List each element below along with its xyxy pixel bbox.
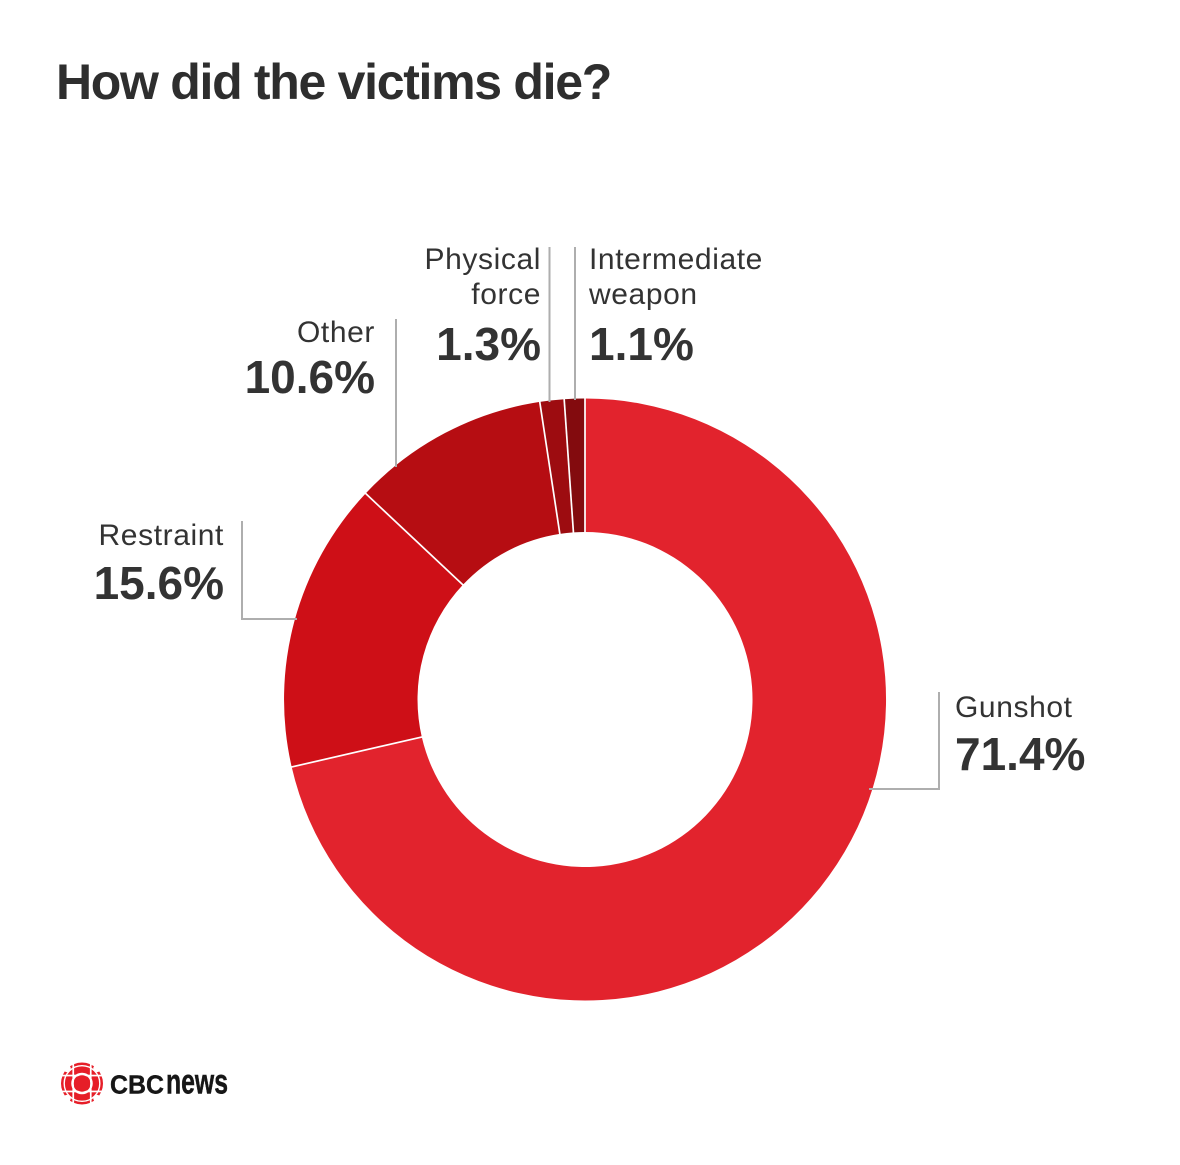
svg-text:CBC: CBC (110, 1070, 164, 1100)
svg-text:news: news (166, 1062, 228, 1102)
